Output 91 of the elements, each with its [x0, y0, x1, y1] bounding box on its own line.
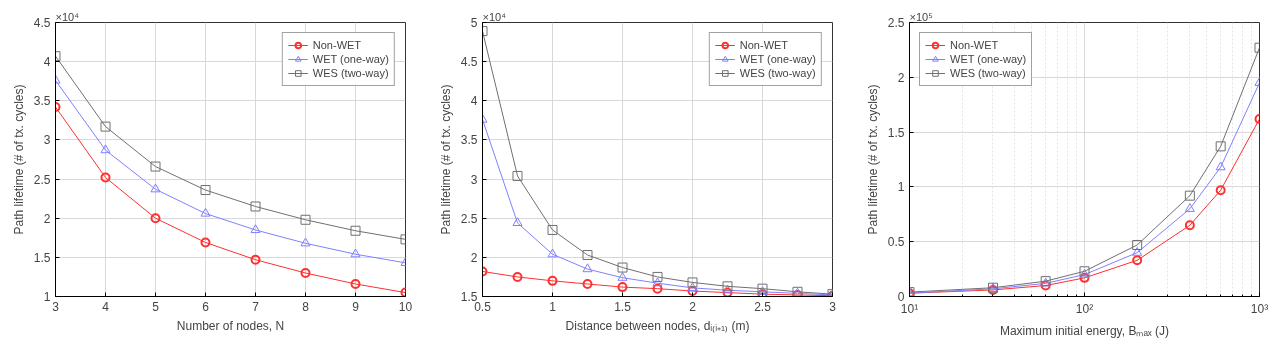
legend-label: WET (one-way)	[739, 52, 816, 66]
point	[300, 214, 311, 225]
point	[547, 248, 558, 258]
y-tick-label: 2	[43, 211, 51, 226]
point	[617, 282, 628, 293]
x-tick-label: 10¹	[900, 301, 919, 316]
text: ×10⁵	[909, 10, 933, 23]
point	[512, 217, 523, 227]
point	[512, 271, 523, 282]
point	[652, 277, 663, 287]
x-tick-label: 10²	[1075, 301, 1094, 316]
point	[512, 170, 523, 181]
point	[150, 213, 161, 224]
y-tick-label: 1.5	[887, 125, 905, 140]
point	[687, 286, 698, 297]
point	[652, 283, 663, 294]
x-tick-label: 7	[252, 299, 260, 314]
point	[652, 271, 663, 282]
x-axis-title: Number of nodes, N	[176, 318, 285, 333]
point	[250, 201, 261, 212]
point	[687, 282, 698, 291]
point	[300, 237, 311, 247]
x-tick-label: 1	[549, 299, 557, 314]
point	[100, 144, 111, 154]
point	[350, 225, 361, 236]
x-axis-title: Maximum initial energy, Bₘₐₓ (J)	[999, 323, 1170, 338]
x-tick-label: 2.5	[754, 299, 772, 314]
y-axis-title: Path lifetime (# of tx. cycles)	[438, 84, 453, 235]
legend-label: Non-WET	[739, 38, 789, 52]
y-tick-label: 3.5	[460, 133, 478, 148]
point	[100, 121, 111, 132]
y-tick-label: 2.5	[460, 211, 478, 226]
y-tick-label: 1.5	[33, 250, 51, 265]
legend-label: WES (two-way)	[950, 66, 1026, 80]
x-tick-label: 10	[398, 299, 413, 314]
point	[617, 262, 628, 273]
x-tick-label: 10³	[1250, 301, 1269, 316]
x-tick-label: 9	[352, 299, 360, 314]
y-tick-label: 2.5	[887, 16, 905, 30]
x-tick-label: 3	[829, 299, 837, 314]
point	[350, 248, 361, 258]
y-tick-label: 3.5	[33, 94, 51, 109]
legend-label: WET (one-way)	[950, 52, 1027, 66]
y-tick-label: 1	[43, 290, 51, 304]
y-tick-label: 2	[470, 250, 478, 265]
point	[200, 207, 211, 217]
y-tick-label: 0	[897, 290, 905, 304]
y-tick-label: 4.5	[33, 16, 51, 30]
x-tick-label: 8	[302, 299, 310, 314]
y-tick-label: 1.5	[460, 290, 478, 304]
y-tick-label: 4	[43, 55, 51, 70]
legend-label: WET (one-way)	[312, 52, 389, 66]
point	[582, 250, 593, 261]
point	[547, 275, 558, 286]
y-tick-label: 0.5	[887, 235, 905, 250]
point	[150, 161, 161, 172]
point	[300, 268, 311, 279]
legend-label: Non-WET	[312, 38, 362, 52]
point	[547, 224, 558, 235]
x-tick-label: 2	[689, 299, 697, 314]
point	[250, 224, 261, 234]
point	[687, 277, 698, 288]
point	[250, 254, 261, 265]
y-axis-title: Path lifetime (# of tx. cycles)	[865, 84, 880, 235]
point	[100, 172, 111, 183]
point	[617, 272, 628, 281]
legend-label: Non-WET	[950, 38, 999, 52]
y-tick-label: 4.5	[460, 55, 478, 70]
legend-label: WES (two-way)	[312, 66, 389, 80]
y-tick-label: 2.5	[33, 172, 51, 187]
point	[200, 237, 211, 248]
y-tick-label: 4	[470, 94, 478, 109]
x-axis-title: Distance between nodes, dᵢ₍ᵢ₊₁₎ (m)	[565, 318, 750, 333]
point	[582, 263, 593, 273]
y-tick-label: 2	[897, 70, 905, 85]
y-tick-label: 3	[470, 172, 478, 187]
x-tick-label: 6	[202, 299, 210, 314]
x-tick-label: 5	[152, 299, 160, 314]
annotation: ×10⁴	[55, 10, 80, 23]
point	[582, 278, 593, 289]
x-tick-label: 1.5	[614, 299, 632, 314]
y-tick-label: 3	[43, 133, 51, 148]
point	[150, 183, 161, 193]
y-tick-label: 5	[470, 16, 478, 30]
y-tick-label: 1	[897, 180, 905, 195]
legend-label: WES (two-way)	[739, 66, 816, 80]
point	[350, 278, 361, 289]
x-tick-label: 4	[102, 299, 110, 314]
annotation: ×10⁴	[482, 10, 507, 23]
y-axis-title: Path lifetime (# of tx. cycles)	[11, 84, 26, 235]
point	[200, 185, 211, 196]
